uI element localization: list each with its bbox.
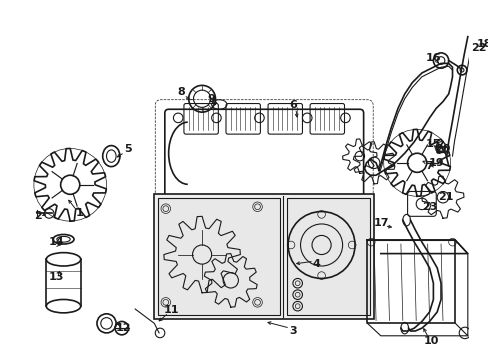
- Text: 10: 10: [423, 336, 438, 346]
- Text: 19: 19: [427, 158, 443, 168]
- Text: 17: 17: [373, 218, 389, 228]
- Text: 6: 6: [288, 100, 296, 111]
- Text: 2: 2: [34, 211, 41, 221]
- Text: 21: 21: [437, 192, 453, 202]
- Text: 11: 11: [163, 305, 179, 315]
- Text: 4: 4: [312, 259, 320, 269]
- Text: 9: 9: [207, 94, 215, 104]
- Text: 22: 22: [470, 43, 486, 53]
- Text: 3: 3: [288, 326, 296, 336]
- Bar: [158, 198, 279, 315]
- Text: 14: 14: [49, 237, 64, 247]
- Text: 7: 7: [425, 161, 432, 171]
- FancyBboxPatch shape: [154, 194, 373, 319]
- Text: 5: 5: [123, 144, 131, 154]
- Text: 18: 18: [475, 39, 488, 49]
- FancyBboxPatch shape: [286, 198, 369, 315]
- Text: 23: 23: [421, 202, 436, 212]
- Text: 1: 1: [76, 208, 83, 219]
- Text: 16: 16: [425, 53, 440, 63]
- Text: 13: 13: [49, 273, 64, 283]
- Text: 8: 8: [177, 87, 184, 97]
- Text: 15: 15: [425, 139, 440, 149]
- Text: 20: 20: [434, 144, 450, 154]
- Text: 12: 12: [116, 323, 131, 333]
